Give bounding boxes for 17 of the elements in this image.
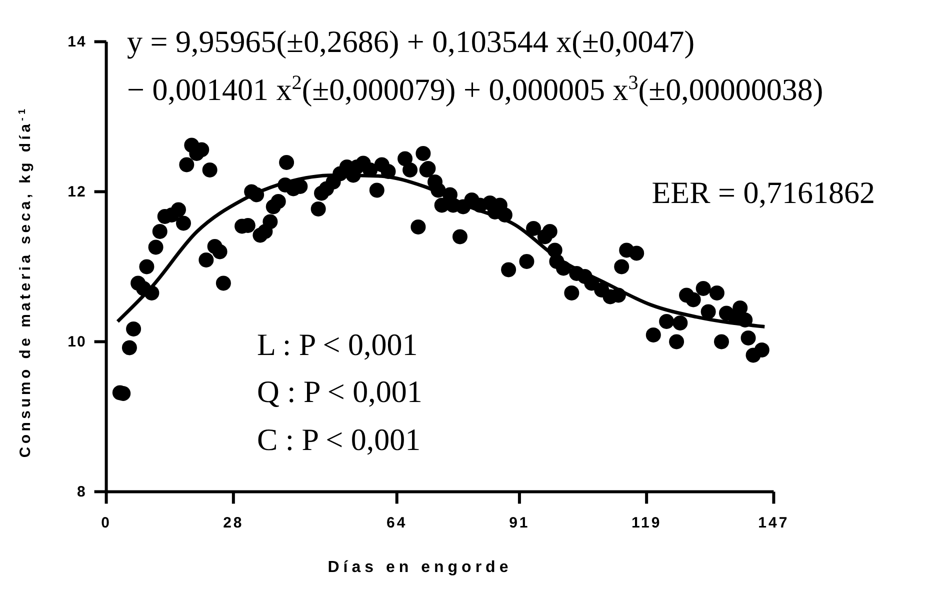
annotation: C : P < 0,001	[257, 422, 421, 457]
x-tick-label: 147	[758, 514, 790, 532]
x-tick-label: 91	[509, 514, 530, 532]
x-tick-label: 64	[386, 514, 408, 532]
y-tick-label: 14	[68, 34, 86, 51]
annotation: EER = 0,7161862	[652, 175, 875, 210]
annotation: − 0,001401 x$^{2}$(±0,000079) + 0,000005 x$^{3}$(±0,00000038)	[127, 72, 824, 107]
annotation: y = 9,95965(±0,2686) + 0,103544 x(±0,0047)	[127, 24, 695, 59]
x-axis-title: Días en engorde	[328, 559, 512, 576]
annotation: Q : P < 0,001	[257, 374, 422, 409]
x-tick-label: 0	[101, 514, 112, 532]
x-tick-label: 28	[223, 514, 244, 532]
y-tick-label: 8	[76, 484, 86, 501]
y-tick-label: 12	[68, 184, 86, 201]
x-tick-label: 119	[631, 514, 662, 532]
y-tick-label: 10	[68, 334, 86, 351]
annotation: L : P < 0,001	[257, 327, 418, 362]
